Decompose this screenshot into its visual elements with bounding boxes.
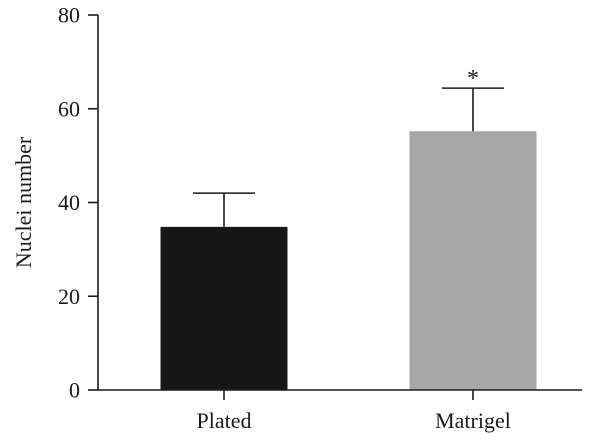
y-tick-label: 80 [58, 3, 80, 28]
significance-markers: * [467, 66, 479, 92]
bar-matrigel [409, 131, 537, 390]
error-bars-group [193, 87, 504, 227]
y-tick-label: 40 [58, 190, 80, 215]
y-tick-label: 60 [58, 96, 80, 121]
y-tick-label: 0 [69, 378, 80, 403]
bar-plated [160, 226, 288, 390]
y-tick-label: 20 [58, 284, 80, 309]
y-axis-title: Nuclei number [11, 136, 36, 268]
y-axis-ticks: 0 20 40 60 80 [58, 3, 98, 403]
x-tick-label-plated: Plated [197, 408, 252, 433]
bars-group [160, 131, 537, 390]
significance-asterisk: * [467, 66, 479, 92]
x-axis-ticks: Plated Matrigel [197, 390, 511, 433]
axes-lines [97, 15, 582, 391]
x-tick-label-matrigel: Matrigel [435, 408, 511, 433]
